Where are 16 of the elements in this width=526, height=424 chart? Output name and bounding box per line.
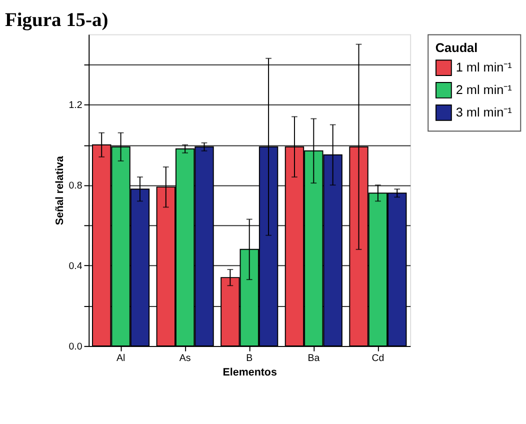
- y-tick-label: 1.2: [68, 100, 82, 112]
- legend-label: 2 ml min⁻¹: [456, 83, 512, 98]
- x-tick-label: Ba: [308, 353, 320, 364]
- legend-title: Caudal: [435, 40, 478, 55]
- legend-label: 3 ml min⁻¹: [456, 106, 512, 120]
- y-tick-label: 0.0: [68, 341, 83, 352]
- x-tick-label: Al: [116, 353, 126, 364]
- x-axis-title: Elementos: [222, 366, 277, 379]
- y-axis-title: Señal relativa: [54, 155, 66, 226]
- legend-label: 1 ml min⁻¹: [456, 60, 512, 75]
- chart-title: Figura 15-a): [4, 10, 108, 31]
- y-tick-label: 0.4: [68, 260, 83, 272]
- x-tick-label: As: [179, 353, 191, 364]
- y-tick-label: 0.8: [68, 180, 82, 192]
- x-tick-label: Cd: [372, 353, 384, 364]
- x-tick-label: B: [246, 353, 253, 364]
